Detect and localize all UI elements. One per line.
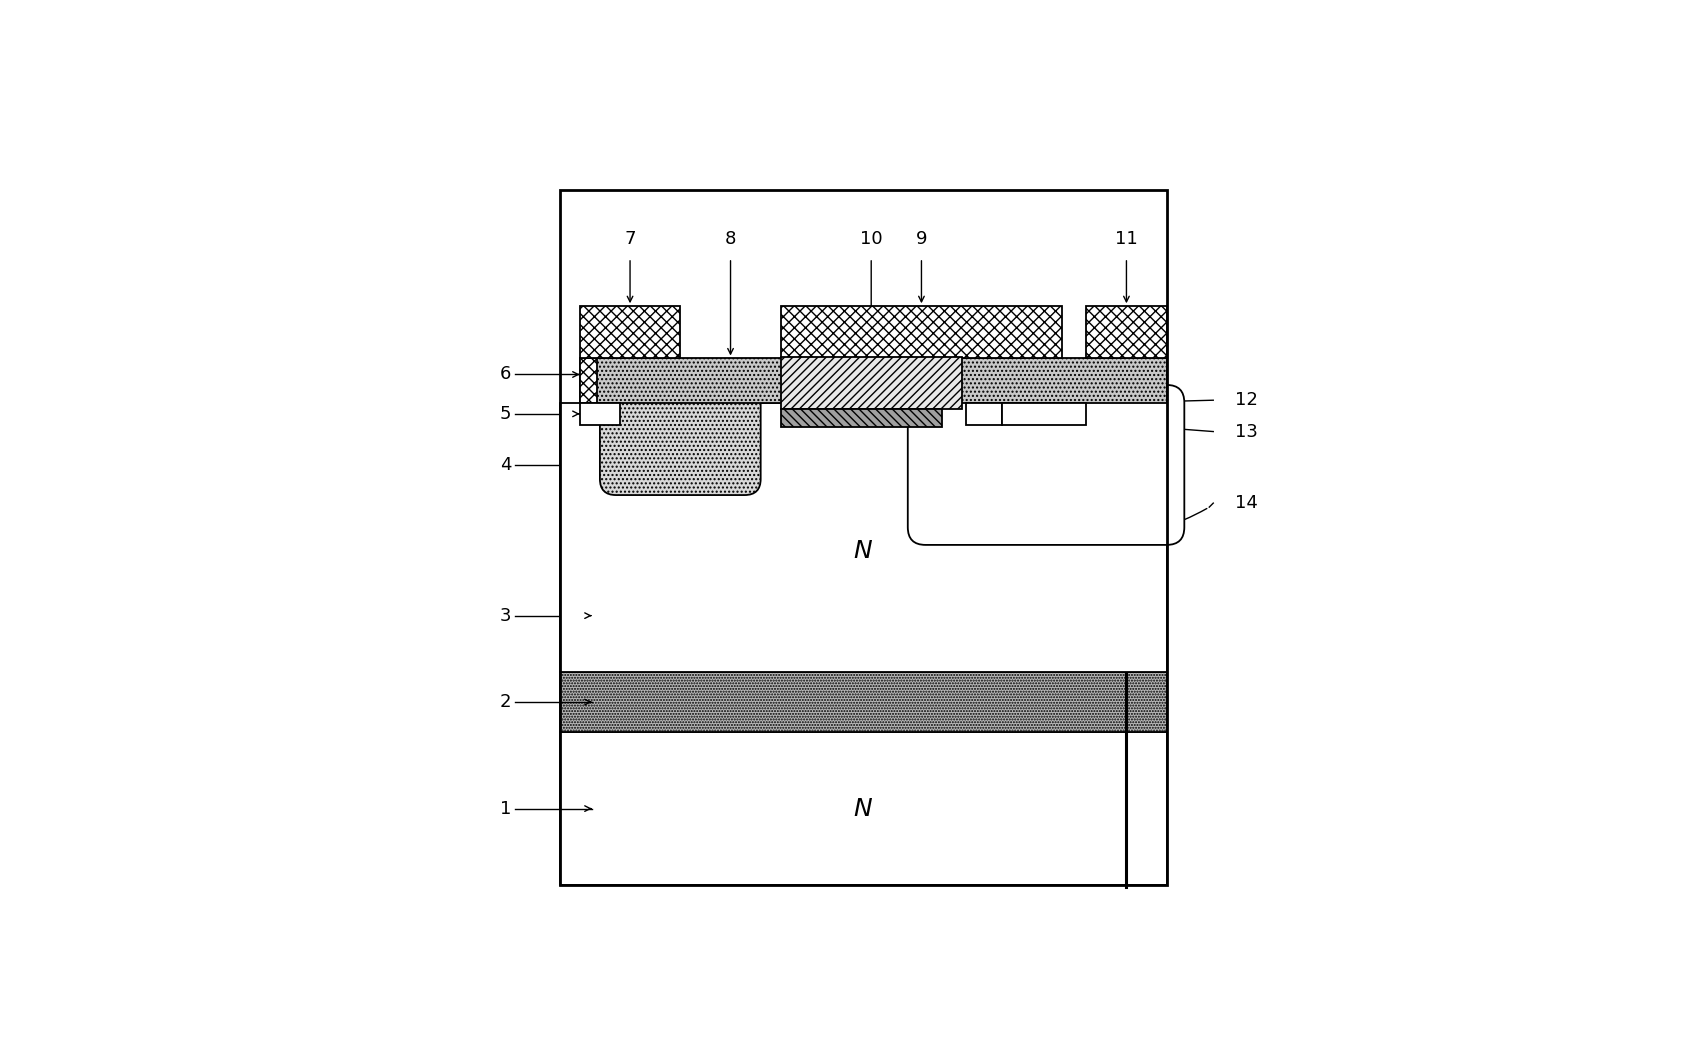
Text: N+: N+ xyxy=(592,409,607,419)
Text: N: N xyxy=(853,797,872,821)
Text: 1: 1 xyxy=(500,800,512,817)
Bar xyxy=(1002,403,1085,425)
Text: N+: N+ xyxy=(977,409,990,419)
Bar xyxy=(580,306,680,358)
FancyArrowPatch shape xyxy=(1026,507,1208,535)
Text: 7: 7 xyxy=(624,231,636,248)
Text: 13: 13 xyxy=(1235,423,1258,441)
Bar xyxy=(965,403,1002,425)
Text: 5: 5 xyxy=(500,405,512,423)
Text: 9: 9 xyxy=(916,231,928,248)
Text: 2: 2 xyxy=(500,693,512,711)
Text: N-Buffer: N-Buffer xyxy=(628,451,692,467)
Bar xyxy=(780,357,962,409)
Bar xyxy=(1085,306,1167,358)
Bar xyxy=(580,358,597,403)
Bar xyxy=(560,732,1167,885)
Bar xyxy=(580,403,621,425)
Text: 12: 12 xyxy=(1235,392,1258,409)
FancyBboxPatch shape xyxy=(600,386,762,495)
Text: 6: 6 xyxy=(500,365,512,383)
Text: 10: 10 xyxy=(860,231,882,248)
Text: 3: 3 xyxy=(500,607,512,624)
Text: P: P xyxy=(1006,473,1019,493)
Text: 14: 14 xyxy=(1235,494,1258,513)
Text: P+: P+ xyxy=(1038,409,1050,419)
Text: 8: 8 xyxy=(724,231,736,248)
Bar xyxy=(580,358,1167,403)
Bar xyxy=(560,190,1167,885)
Text: 11: 11 xyxy=(1114,231,1138,248)
FancyBboxPatch shape xyxy=(907,385,1184,545)
Bar xyxy=(560,403,1167,672)
Text: N: N xyxy=(853,539,872,563)
Text: 4: 4 xyxy=(500,455,512,474)
Bar xyxy=(560,672,1167,732)
Bar xyxy=(780,306,1062,358)
Bar xyxy=(780,409,941,427)
